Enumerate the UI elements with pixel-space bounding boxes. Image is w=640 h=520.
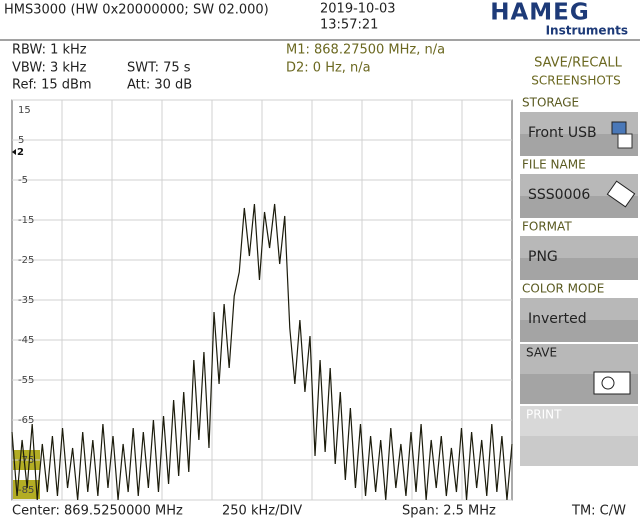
menu-subtitle: SCREENSHOTS — [531, 74, 621, 88]
y-tick-label: 5 — [18, 135, 24, 146]
sweep-time: SWT: 75 s — [127, 61, 191, 76]
softkey-shade — [520, 134, 638, 156]
marker-1: M1: 868.27500 MHz, n/a — [286, 43, 445, 58]
division: 250 kHz/DIV — [222, 504, 302, 519]
y-tick-label: -55 — [18, 375, 34, 386]
camera-icon — [593, 371, 631, 395]
tick-highlight — [13, 480, 40, 499]
y-tick-label: -5 — [18, 175, 28, 186]
softkey-label: STORAGE — [522, 96, 579, 110]
logo-sub: Instruments — [546, 24, 628, 38]
marker-arrow — [12, 149, 16, 155]
device-info: HMS3000 (HW 0x20000000; SW 02.000) — [4, 3, 269, 18]
time: 13:57:21 — [320, 18, 378, 33]
softkey-shade — [520, 196, 638, 218]
y-tick-label: -45 — [18, 335, 34, 346]
plot: 15 5 -5 -15 -25 -35 -45 -55 -65 -75 -85 2 — [11, 99, 513, 501]
softkeys: STORAGE Front USB FILE NAME SSS0006 FORM… — [520, 96, 638, 466]
center-frequency: Center: 869.5250000 MHz — [12, 504, 183, 519]
softkey-value: SSS0006 — [528, 187, 590, 203]
y-tick-label: -65 — [18, 415, 34, 426]
softkey-shade — [520, 436, 638, 466]
vbw: VBW: 3 kHz — [12, 61, 87, 76]
logo: HAMEG — [490, 0, 590, 26]
camera-icon — [601, 376, 615, 390]
softkey-label: FORMAT — [522, 220, 572, 234]
attenuation: Att: 30 dB — [127, 78, 192, 93]
usb-icon — [617, 133, 633, 149]
softkey-value: Front USB — [528, 125, 597, 141]
rbw: RBW: 1 kHz — [12, 43, 87, 58]
softkey-label: FILE NAME — [522, 158, 586, 172]
trace — [11, 203, 513, 501]
marker-label: 2 — [17, 147, 24, 158]
ref-level: Ref: 15 dBm — [12, 78, 92, 93]
softkey-value: PNG — [528, 249, 558, 265]
softkey-label: PRINT — [526, 408, 562, 422]
delta-2: D2: 0 Hz, n/a — [286, 61, 371, 76]
softkey-shade — [520, 258, 638, 280]
menu-title: SAVE/RECALL — [534, 56, 623, 71]
y-tick-label: -25 — [18, 255, 34, 266]
y-tick-label: -75 — [18, 455, 34, 466]
span: Span: 2.5 MHz — [402, 504, 496, 519]
y-tick-label: -15 — [18, 215, 34, 226]
date: 2019-10-03 — [320, 2, 396, 17]
softkey-label: SAVE — [526, 346, 557, 360]
edit-icon — [606, 180, 636, 208]
softkey-label: COLOR MODE — [522, 282, 604, 296]
softkey-value: Inverted — [528, 311, 587, 327]
y-tick-label: -35 — [18, 295, 34, 306]
usb-icon — [611, 121, 627, 135]
softkey-shade — [520, 320, 638, 342]
trigger-mode: TM: C/W — [571, 504, 626, 519]
y-tick-label: 15 — [18, 105, 31, 116]
y-tick-label: -85 — [18, 485, 34, 496]
